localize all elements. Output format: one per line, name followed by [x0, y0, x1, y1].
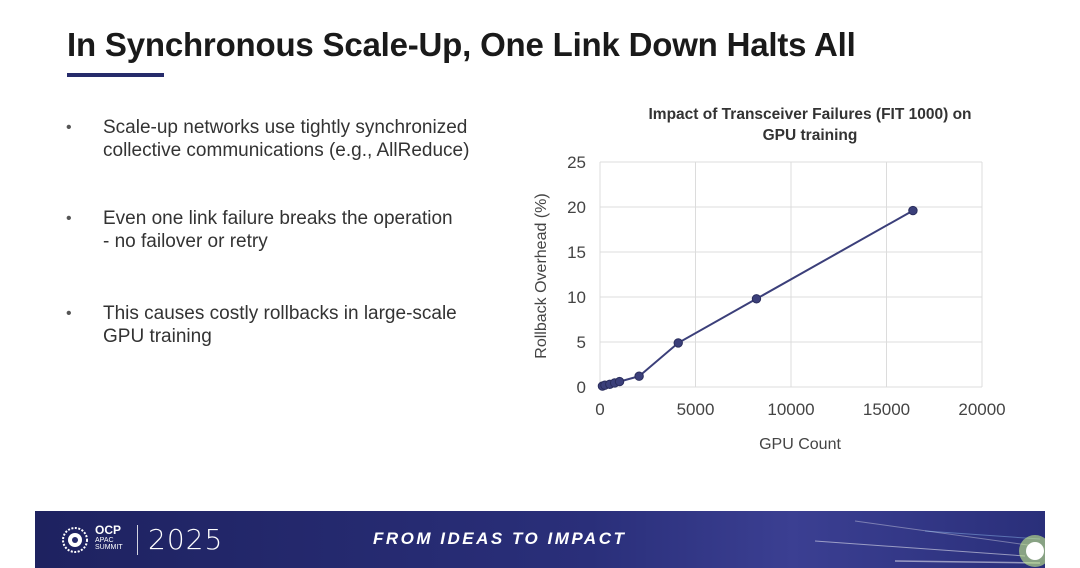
data-point: [751, 294, 762, 304]
data-point: [634, 371, 644, 381]
bullet-item: • Scale-up networks use tightly synchron…: [66, 116, 516, 162]
chart-title-line: GPU training: [763, 127, 858, 144]
y-tick-label: 25: [567, 153, 586, 172]
footer-divider: [137, 525, 138, 555]
y-axis-label: Rollback Overhead (%): [533, 193, 550, 358]
x-axis-label: GPU Count: [759, 436, 841, 453]
light-streak-decoration: [814, 520, 1045, 567]
y-tick-label: 15: [567, 243, 586, 262]
bullet-item: • Even one link failure breaks the opera…: [66, 207, 516, 253]
bullet-text-line: GPU training: [103, 326, 212, 347]
y-tick-label: 10: [567, 288, 586, 307]
bullet-item: • This causes costly rollbacks in large-…: [66, 302, 516, 348]
bullet-list: • Scale-up networks use tightly synchron…: [66, 116, 516, 348]
footer-banner: OCP APAC SUMMIT 2025 FROM IDEAS TO IMPACT: [35, 511, 1045, 568]
bullet-text-line: Scale-up networks use tightly synchroniz…: [103, 117, 468, 138]
bullet-text-line: collective communications (e.g., AllRedu…: [103, 140, 470, 161]
chart-grid: [599, 161, 983, 388]
data-points: [597, 205, 918, 391]
x-tick-label: 10000: [767, 400, 814, 419]
starburst-icon: [1019, 535, 1045, 567]
data-point: [614, 376, 625, 387]
y-tick-label: 5: [577, 333, 586, 352]
ocp-logo-text: OCP: [95, 523, 122, 537]
ocp-logo-subtext: APAC SUMMIT: [95, 537, 123, 551]
ocp-gear-icon: [62, 527, 88, 553]
bullet-text-line: Even one link failure breaks the operati…: [103, 208, 453, 229]
x-tick-label: 0: [595, 400, 604, 419]
y-axis-ticks: 0 5 10 15 20 25: [567, 153, 586, 397]
y-tick-label: 0: [577, 378, 586, 397]
footer-tagline: FROM IDEAS TO IMPACT: [373, 529, 627, 548]
bullet-text-line: This causes costly rollbacks in large-sc…: [103, 303, 457, 324]
chart-title-line: Impact of Transceiver Failures (FIT 1000…: [648, 106, 971, 123]
rollback-overhead-chart: Impact of Transceiver Failures (FIT 1000…: [533, 106, 1006, 453]
title-underline: [67, 73, 164, 77]
bullet-dot: •: [66, 119, 72, 136]
x-tick-label: 20000: [958, 400, 1005, 419]
bullet-dot: •: [66, 305, 72, 322]
data-point: [673, 338, 683, 348]
x-tick-label: 15000: [863, 400, 910, 419]
data-point: [908, 205, 918, 216]
bullet-dot: •: [66, 210, 72, 227]
x-axis-ticks: 0 5000 10000 15000 20000: [595, 400, 1005, 419]
x-tick-label: 5000: [677, 400, 715, 419]
footer-year: 2025: [148, 523, 224, 556]
slide-title: In Synchronous Scale-Up, One Link Down H…: [67, 26, 856, 63]
y-tick-label: 20: [567, 198, 586, 217]
bullet-text-line: - no failover or retry: [103, 231, 268, 252]
